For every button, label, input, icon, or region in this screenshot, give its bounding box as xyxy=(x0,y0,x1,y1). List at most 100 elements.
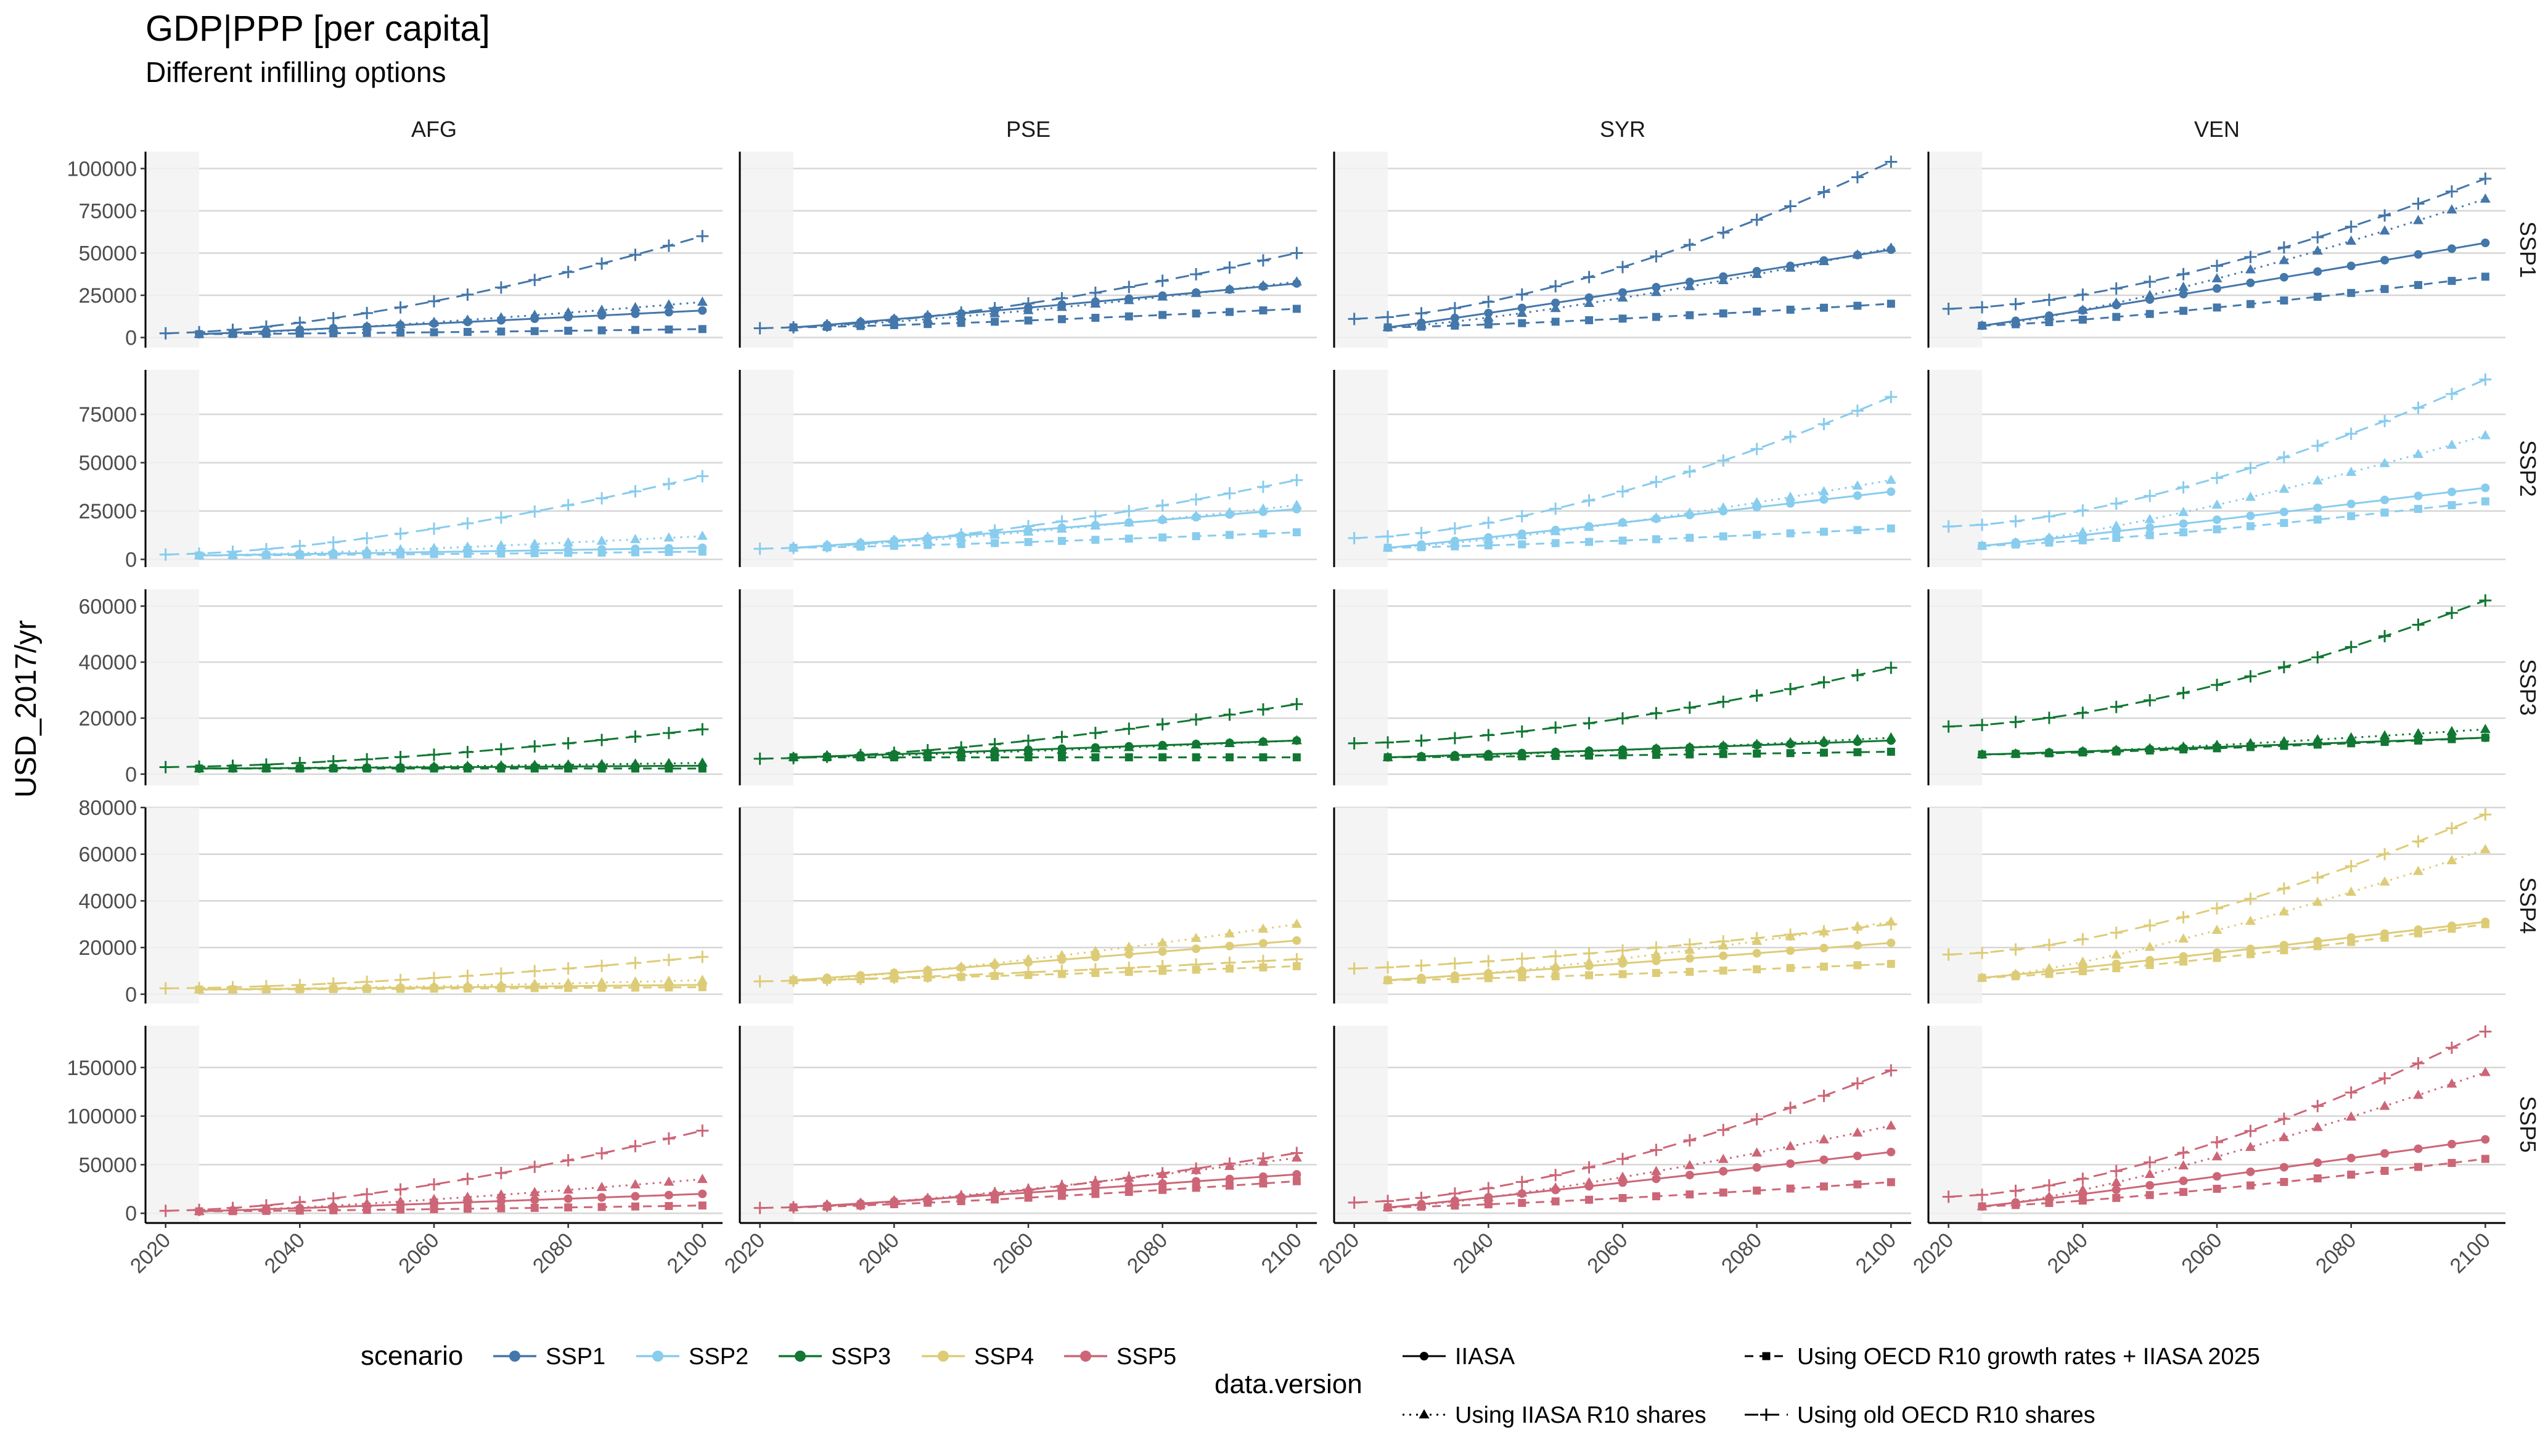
circle-marker xyxy=(2481,239,2490,248)
square-marker xyxy=(1124,534,1133,543)
series-line xyxy=(1948,1031,2486,1198)
square-marker xyxy=(1585,751,1594,760)
square-marker xyxy=(1585,1195,1594,1204)
triangle-marker xyxy=(2178,1160,2189,1170)
triangle-marker xyxy=(596,1182,607,1192)
facet-row-label: SSP4 xyxy=(2515,877,2541,934)
series-line xyxy=(1387,491,1891,549)
triangle-marker xyxy=(2379,225,2390,235)
plus-marker xyxy=(2076,1172,2089,1185)
square-marker xyxy=(2481,734,2489,742)
square-marker xyxy=(1226,308,1234,316)
square-marker xyxy=(1753,1186,1761,1195)
plus-marker xyxy=(1448,732,1461,745)
plus-marker xyxy=(260,980,272,992)
plus-marker xyxy=(596,492,608,505)
plus-marker xyxy=(1683,239,1696,252)
plus-marker xyxy=(662,727,675,740)
triangle-marker xyxy=(2211,273,2222,283)
triangle-marker xyxy=(2144,513,2155,523)
plus-marker xyxy=(361,1188,374,1201)
plus-marker xyxy=(2009,1184,2022,1197)
square-marker xyxy=(2045,749,2054,758)
plus-marker xyxy=(1482,517,1495,530)
square-marker xyxy=(2213,303,2221,312)
plus-marker xyxy=(2311,1100,2324,1113)
triangle-marker xyxy=(630,534,641,544)
square-marker xyxy=(1618,751,1627,759)
plus-marker xyxy=(2110,700,2123,713)
triangle-marker xyxy=(2312,475,2323,485)
plus-marker xyxy=(2244,250,2257,263)
series-line xyxy=(1388,963,1891,981)
square-marker xyxy=(1259,963,1268,971)
plus-marker xyxy=(1482,295,1495,308)
plus-marker xyxy=(2479,594,2492,607)
plus-marker xyxy=(461,288,474,301)
plus-marker xyxy=(787,321,800,334)
square-marker xyxy=(363,550,371,559)
square-marker xyxy=(1024,538,1033,546)
plus-marker xyxy=(159,327,172,340)
square-marker xyxy=(396,550,405,558)
square-marker xyxy=(1124,312,1133,321)
square-marker xyxy=(2213,525,2221,534)
plus-marker xyxy=(787,541,800,554)
square-marker xyxy=(2448,735,2456,743)
square-marker xyxy=(2078,316,2087,324)
historical-band xyxy=(1928,808,1983,1004)
plus-marker xyxy=(2378,629,2391,642)
plus-marker xyxy=(2445,1041,2458,1054)
triangle-marker xyxy=(1785,262,1796,272)
plus-marker xyxy=(921,310,934,323)
square-marker xyxy=(2112,964,2121,973)
panel-afg-ssp1: 0 25000 50000 75000 100000 AFG xyxy=(67,117,723,350)
square-marker xyxy=(1292,305,1301,313)
circle-marker xyxy=(1786,499,1795,508)
square-marker xyxy=(597,1203,606,1211)
series-line xyxy=(1354,923,1891,970)
triangle-marker xyxy=(2480,430,2491,440)
series-iiasa xyxy=(195,1189,707,1216)
plus-marker xyxy=(260,758,272,771)
square-marker xyxy=(1158,753,1167,762)
circle-marker xyxy=(1258,1172,1268,1181)
plus-marker xyxy=(2076,288,2089,301)
triangle-marker xyxy=(1550,526,1561,536)
square-marker xyxy=(1820,1182,1829,1191)
square-marker xyxy=(2213,954,2221,962)
circle-marker xyxy=(1819,495,1829,504)
x-tick-label: 2060 xyxy=(394,1229,443,1278)
historical-band xyxy=(740,589,794,785)
plus-marker xyxy=(2244,462,2257,475)
square-marker xyxy=(1518,1198,1526,1207)
plus-marker xyxy=(1415,307,1428,320)
plus-marker xyxy=(293,1196,306,1209)
square-marker xyxy=(2045,1199,2054,1208)
circle-marker xyxy=(2279,507,2288,517)
triangle-marker xyxy=(2413,1089,2424,1099)
square-marker xyxy=(2481,272,2489,281)
plus-marker xyxy=(159,1204,172,1217)
series-using-old-oecd-r10-shares xyxy=(159,1124,709,1217)
plus-marker xyxy=(394,973,407,986)
historical-band xyxy=(145,370,200,567)
series-using-old-oecd-r10-shares xyxy=(753,1147,1303,1214)
plus-marker xyxy=(2211,902,2223,915)
triangle-marker xyxy=(663,532,674,542)
triangle-marker xyxy=(1190,739,1202,749)
plus-marker xyxy=(662,478,675,491)
triangle-marker xyxy=(1785,737,1796,746)
plus-marker xyxy=(1750,443,1763,456)
plus-marker xyxy=(662,239,675,252)
square-marker xyxy=(2145,960,2154,969)
plus-marker xyxy=(629,248,642,261)
triangle-marker xyxy=(395,1196,406,1206)
square-marker xyxy=(2011,972,2020,981)
plus-marker xyxy=(1549,1169,1562,1182)
series-line xyxy=(199,1193,703,1213)
plus-marker xyxy=(662,1132,675,1145)
circle-marker xyxy=(1786,1159,1795,1168)
plus-marker xyxy=(159,761,172,774)
square-marker xyxy=(1719,750,1727,758)
